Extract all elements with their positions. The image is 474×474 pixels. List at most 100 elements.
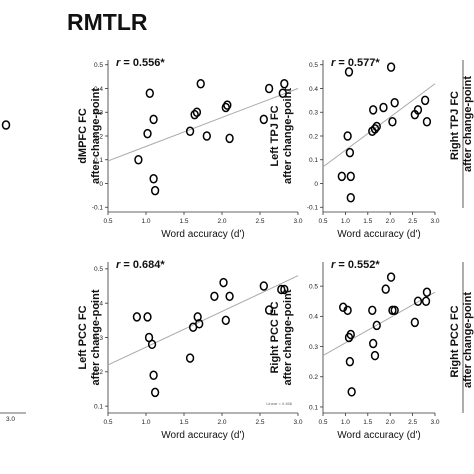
y-tick-label: -0.1 [92,205,104,212]
data-point [346,171,355,182]
panel-dmpfc: -0.1 0 0.1 0.2 0.3 0.4 0.5 0.5 1.0 1.5 2.0 2.5 3.0 r … [77,57,303,240]
data-point [370,124,380,134]
data-point [145,88,154,98]
data-point [134,155,143,165]
x-tick-label: 1.0 [341,419,350,426]
data-point [381,284,390,294]
r-label: r = 0.552* [331,259,380,271]
x-tick-label: 1.0 [341,218,350,225]
fit-line [107,275,299,366]
y-tick-label: 0.1 [94,157,103,164]
data-point [413,105,423,115]
x-tick-label: 1.5 [179,419,188,426]
y-tick-label: -0.1 [307,205,319,212]
fit-line [107,88,299,162]
y-axis-label: Right PCC FCafter change-point [269,289,294,385]
y-axis-label: Left TPJ FCafter change-point [269,88,294,184]
x-axis-label: Word accuracy (d') [337,229,420,240]
data-point [280,79,289,89]
y-tick-label: 0.4 [309,314,318,321]
data-point [219,277,228,288]
data-point [343,305,352,316]
y-tick-label: 0.3 [309,344,318,351]
scatter-panels: -0.1 0 0.1 0.2 0.3 0.4 0.5 0.5 1.0 1.5 2.0 2.5 3.0 r … [77,57,440,441]
x-tick-label: 0.5 [103,419,112,426]
x-tick-label: 0.5 [318,419,327,426]
data-point [221,102,230,113]
x-tick-label: 0.5 [103,218,112,225]
x-axis-label: Word accuracy (d') [161,229,244,240]
data-point [195,319,204,329]
data-point [379,102,388,113]
y-tick-label: 0.2 [94,369,103,376]
y-tick-label: 0.5 [94,266,103,273]
figure-title: RMTLR [67,9,148,35]
x-tick-label: 2.0 [217,419,226,426]
data-point [264,305,274,315]
data-point [185,126,195,136]
x-tick-label: 1.0 [141,419,150,426]
r-label: r = 0.684* [116,259,165,271]
x-tick-label: 2.5 [255,419,264,426]
data-point [192,107,202,117]
data-point [196,79,205,89]
y-tick-label: 0.2 [309,133,318,140]
data-point [369,105,378,115]
right-edge-fragment-top: Right TPJ FC after change-point [449,60,474,208]
data-point [420,95,430,106]
right-edge-fragment-bottom: Right PCC FC after change-point [449,262,474,413]
left-edge-point [1,120,11,130]
data-point [149,114,158,125]
data-point [421,296,431,307]
data-point [150,185,160,196]
data-point [369,338,378,349]
data-point [422,117,432,127]
y-axis-label: dMPFC FCafter change-point [77,88,102,184]
left-edge-fragment: 3.0 [0,120,26,423]
data-point [390,305,399,316]
y-tick-label: 0.5 [309,62,318,69]
data-point [264,83,274,94]
fit-legend: Linear = 0.468 [266,401,292,406]
data-point [345,147,355,158]
y-tick-label: 0.5 [309,283,318,290]
data-point [372,320,381,331]
x-axis-label: Word accuracy (d') [161,430,244,441]
y-tick-label: 0.1 [309,404,318,411]
data-point [410,317,419,328]
y-tick-label: 0.4 [94,300,103,307]
data-point [347,387,356,397]
y-tick-label: 0 [314,181,318,188]
x-tick-label: 3.0 [430,419,439,426]
x-tick-label: 2.0 [386,218,395,225]
data-point [346,329,355,340]
data-point [259,281,268,291]
data-point [278,88,287,98]
data-point [346,193,355,203]
data-point [185,353,195,363]
data-point [372,121,381,132]
data-point [132,312,142,322]
data-point [225,133,234,144]
data-point [388,117,397,127]
data-point [413,296,423,307]
x-tick-label: 1.5 [363,419,372,426]
data-point [343,131,352,141]
y-tick-label: 0.1 [309,157,318,164]
y-tick-label: 0.2 [309,374,318,381]
x-tick-label: 1.5 [179,218,188,225]
x-axis-label: Word accuracy (d') [337,430,420,441]
data-point [210,291,219,302]
x-tick-label: 3.0 [293,419,302,426]
data-point [386,272,396,282]
x-tick-label: 0.5 [318,218,327,225]
data-point [259,114,268,125]
r-label: r = 0.577* [331,57,380,69]
data-point [190,109,199,120]
x-tick-label: 3.0 [430,218,439,225]
data-point [225,291,234,302]
x-tick-label: 2.5 [255,218,264,225]
data-point [344,67,354,77]
data-point [143,128,152,139]
y-tick-label: 0.2 [94,133,103,140]
